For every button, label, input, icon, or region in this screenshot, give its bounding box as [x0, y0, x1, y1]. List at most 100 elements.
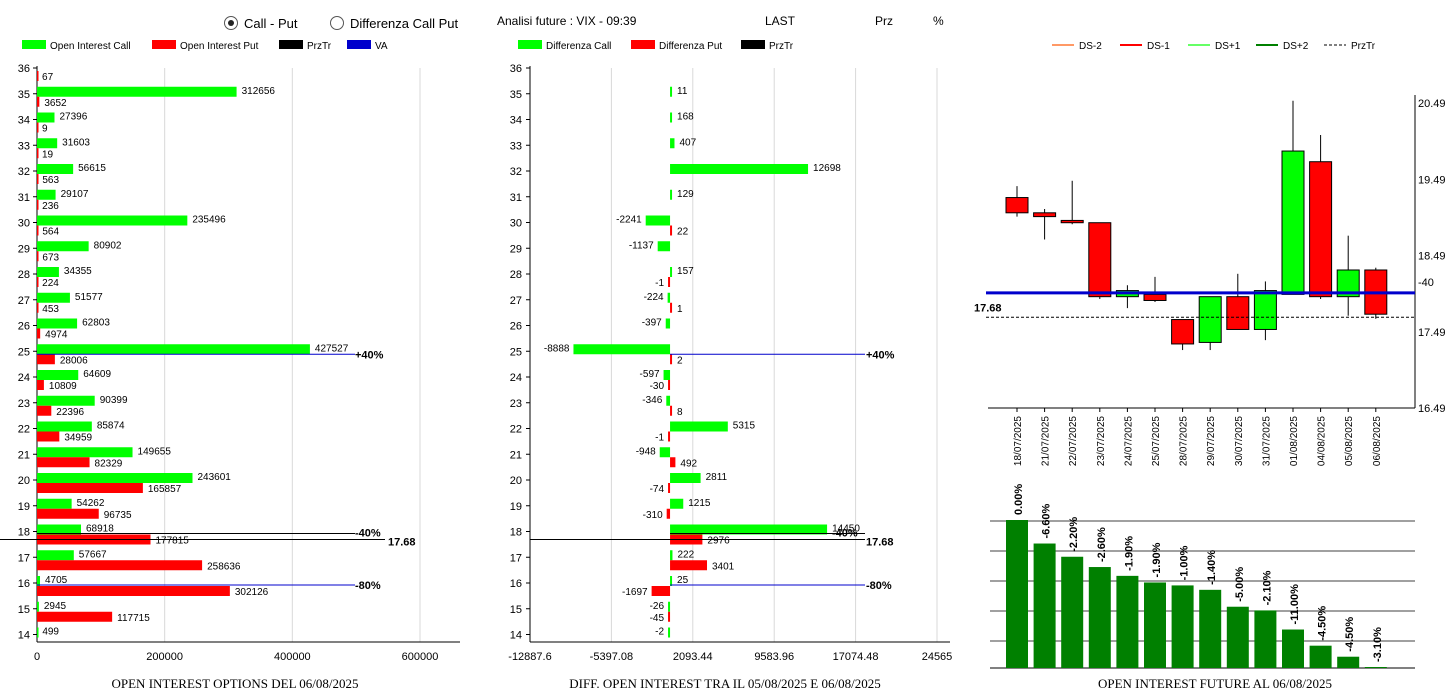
annotation-label: -40% [832, 528, 858, 540]
y-tick-label: 18 [18, 527, 30, 539]
diff-call-bar [670, 267, 673, 277]
x-tick-label: 0 [34, 651, 40, 663]
put-value-label: 67 [42, 72, 54, 83]
put-value-label: 117715 [117, 613, 150, 624]
put-value-label: 258636 [207, 561, 241, 572]
diff-put-bar [668, 277, 671, 287]
legend-label: DS-2 [1079, 41, 1102, 52]
x-tick-label: 600000 [402, 651, 439, 663]
x-tick-label: 24/07/2025 [1123, 416, 1134, 466]
oi-bar-label: -5.00% [1234, 567, 1246, 602]
diff-call-label: -2241 [616, 215, 642, 226]
y-tick-label: 19.49 [1418, 174, 1446, 186]
diff-call-label: 129 [677, 189, 694, 200]
call-value-label: 80902 [94, 240, 122, 251]
oi-bar-label: -1.00% [1179, 545, 1191, 580]
legend-label: DS-1 [1147, 41, 1170, 52]
y-tick-label: 35 [18, 89, 30, 101]
put-value-label: 564 [42, 227, 59, 238]
oi-bar-label: -3.10% [1372, 627, 1384, 662]
put-value-label: 22396 [56, 407, 84, 418]
oi-bar [1006, 520, 1028, 668]
diff-call-bar [665, 318, 671, 329]
legend-swatch [347, 40, 371, 49]
oi-bar [1364, 667, 1387, 668]
put-bar [37, 354, 55, 365]
y-tick-label: 32 [510, 166, 522, 178]
diff-call-label: -26 [650, 601, 665, 612]
oi-bar [1337, 656, 1360, 668]
annotation-label: +40% [866, 349, 895, 361]
put-bar [37, 225, 39, 236]
put-value-label: 165857 [148, 484, 182, 495]
oi-bar-label: -1.40% [1206, 550, 1218, 585]
annotation-label: +40% [355, 349, 384, 361]
legend-label: VA [375, 41, 388, 52]
diff-call-label: -1137 [629, 240, 654, 251]
call-bar [37, 498, 72, 509]
call-bar [37, 86, 237, 97]
diff-put-label: 492 [680, 458, 697, 469]
diff-call-bar [670, 189, 673, 200]
annotation-label: -80% [866, 580, 892, 592]
legend-swatch [518, 40, 542, 49]
diff-call-label: -597 [640, 369, 660, 380]
y-tick-label: 25 [18, 346, 30, 358]
call-bar [37, 601, 39, 612]
call-bar [37, 189, 56, 200]
oi-bar-label: -2.20% [1068, 517, 1080, 552]
przTr-label: 17.68 [974, 302, 1002, 314]
annotation-label: -40% [355, 528, 381, 540]
diff-call-label: 12698 [813, 163, 841, 174]
x-tick-label: 2093.44 [673, 651, 713, 663]
put-value-label: 3652 [44, 98, 67, 109]
candle-body [1005, 197, 1029, 214]
oi-bar [1116, 575, 1139, 668]
diff-call-label: 11 [677, 86, 688, 97]
y-tick-label: 31 [510, 192, 522, 204]
y-tick-label: 26 [18, 321, 30, 333]
diff-call-bar [670, 498, 684, 509]
radio-selected-icon [224, 16, 238, 30]
x-tick-label: 22/07/2025 [1068, 416, 1079, 466]
annotation-label: 17.68 [866, 537, 894, 549]
call-value-label: 243601 [197, 472, 231, 483]
radio-unselected-icon [330, 16, 344, 30]
analysis-label: Analisi future : VIX - 09:39 [497, 14, 637, 28]
y-tick-label: 19 [510, 501, 522, 513]
y-tick-label: 20.49 [1418, 98, 1446, 110]
prz-label: Prz [875, 14, 893, 28]
candle-body [1088, 222, 1112, 298]
call-value-label: 56615 [78, 163, 106, 174]
radio-call-put[interactable]: Call - Put [224, 14, 297, 32]
diff-call-bar [663, 370, 671, 380]
legend-label: DS+2 [1283, 41, 1309, 52]
oi-bar-label: -4.50% [1344, 617, 1356, 652]
put-value-label: 28006 [60, 355, 88, 366]
legend-swatch [631, 40, 655, 49]
put-bar [37, 457, 90, 468]
radio-differenza-call-put[interactable]: Differenza Call Put [330, 14, 458, 32]
diff-call-label: -397 [642, 318, 662, 329]
put-value-label: 453 [42, 304, 59, 315]
call-value-label: 427527 [315, 343, 349, 354]
put-bar [37, 380, 44, 390]
call-value-label: 68918 [86, 524, 114, 535]
diff-call-bar [645, 215, 671, 226]
candle-body [1281, 150, 1305, 295]
y-tick-label: 29 [510, 243, 522, 255]
y-tick-label: 18 [510, 527, 522, 539]
legend-label: PrzTr [307, 41, 332, 52]
put-bar [37, 122, 39, 133]
put-bar [37, 71, 39, 81]
diff-call-bar [670, 576, 673, 586]
put-bar [37, 199, 39, 210]
put-value-label: 82329 [95, 458, 123, 469]
y-tick-label: 20 [18, 475, 30, 487]
diff-put-bar [668, 611, 671, 622]
candle-body [1336, 269, 1360, 298]
put-value-label: 302126 [235, 587, 269, 598]
diff-call-bar [573, 344, 671, 355]
oi-bar [1309, 645, 1332, 668]
